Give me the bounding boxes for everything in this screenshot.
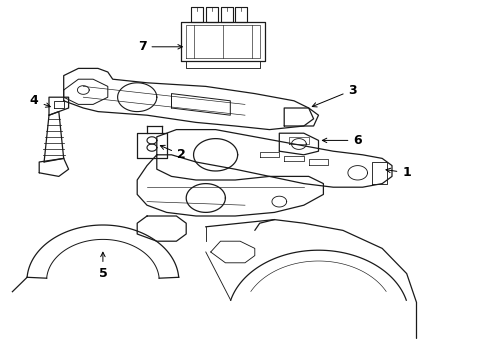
Text: 2: 2 [160, 145, 186, 161]
Text: 1: 1 [386, 166, 411, 179]
Text: 5: 5 [98, 252, 107, 280]
Text: 3: 3 [312, 84, 357, 107]
Text: 6: 6 [322, 134, 362, 147]
Text: 7: 7 [138, 40, 182, 53]
Text: 4: 4 [30, 94, 50, 107]
